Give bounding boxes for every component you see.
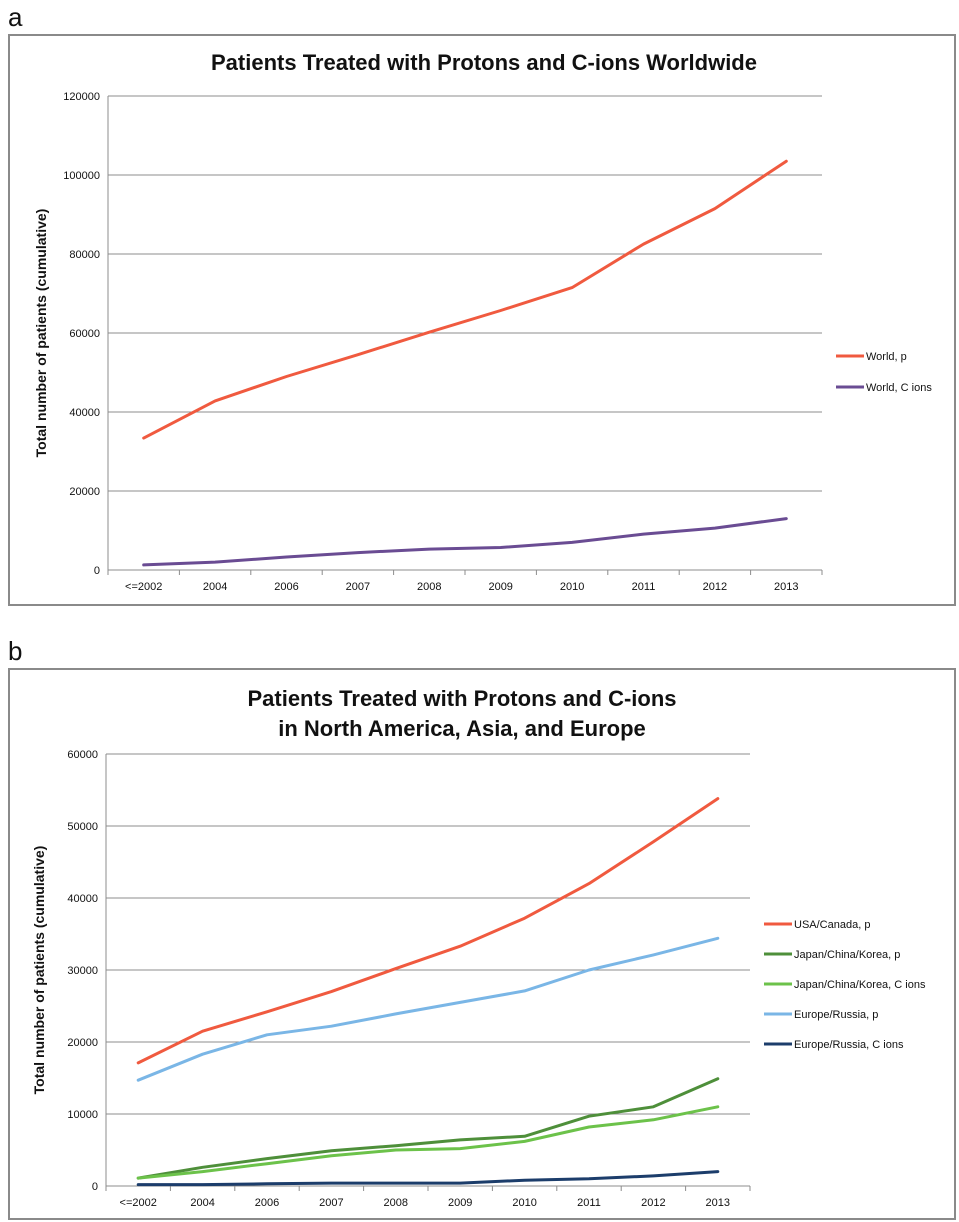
series-line-usa-canada-p bbox=[138, 799, 718, 1063]
y-tick-label: 80000 bbox=[69, 249, 100, 261]
y-tick-label: 60000 bbox=[69, 328, 100, 340]
y-tick-label: 100000 bbox=[63, 170, 100, 182]
x-tick-label: 2007 bbox=[346, 581, 370, 593]
x-tick-label: <=2002 bbox=[120, 1197, 157, 1209]
series-line-world-p bbox=[144, 161, 787, 438]
x-tick-label: 2012 bbox=[703, 581, 727, 593]
legend-label: Japan/China/Korea, C ions bbox=[794, 979, 926, 991]
legend-label: World, C ions bbox=[866, 382, 932, 394]
y-tick-label: 30000 bbox=[67, 965, 98, 977]
panel-letter-b: b bbox=[8, 636, 22, 667]
x-tick-label: 2004 bbox=[203, 581, 227, 593]
chart-title-line: Patients Treated with Protons and C-ions… bbox=[211, 50, 757, 75]
x-tick-label: 2009 bbox=[488, 581, 512, 593]
legend-label: Europe/Russia, p bbox=[794, 1009, 878, 1021]
x-tick-label: 2007 bbox=[319, 1197, 343, 1209]
panel-letter-a: a bbox=[8, 2, 22, 33]
x-tick-label: 2013 bbox=[706, 1197, 730, 1209]
y-tick-label: 20000 bbox=[69, 486, 100, 498]
chart-title-line: Patients Treated with Protons and C-ions bbox=[247, 686, 676, 711]
y-tick-label: 0 bbox=[94, 565, 100, 577]
y-tick-label: 120000 bbox=[63, 91, 100, 103]
y-tick-label: 40000 bbox=[67, 893, 98, 905]
chart-b-svg: Patients Treated with Protons and C-ions… bbox=[10, 670, 954, 1218]
y-tick-label: 60000 bbox=[67, 749, 98, 761]
y-tick-label: 50000 bbox=[67, 821, 98, 833]
x-tick-label: 2004 bbox=[190, 1197, 214, 1209]
series-line-europe-russia-p bbox=[138, 938, 718, 1080]
x-tick-label: 2008 bbox=[417, 581, 441, 593]
y-axis-label: Total number of patients (cumulative) bbox=[33, 209, 49, 458]
chart-a-svg: Patients Treated with Protons and C-ions… bbox=[10, 36, 954, 604]
chart-panel-a: Patients Treated with Protons and C-ions… bbox=[8, 34, 956, 606]
x-tick-label: 2006 bbox=[274, 581, 298, 593]
legend-label: USA/Canada, p bbox=[794, 919, 870, 931]
x-tick-label: 2009 bbox=[448, 1197, 472, 1209]
x-tick-label: 2010 bbox=[560, 581, 584, 593]
x-tick-label: 2011 bbox=[577, 1197, 601, 1209]
x-tick-label: <=2002 bbox=[125, 581, 162, 593]
y-tick-label: 0 bbox=[92, 1181, 98, 1193]
legend-label: World, p bbox=[866, 351, 907, 363]
series-line-europe-russia-c-ions bbox=[138, 1172, 718, 1185]
x-tick-label: 2011 bbox=[632, 581, 656, 593]
chart-title-line: in North America, Asia, and Europe bbox=[278, 716, 646, 741]
x-tick-label: 2013 bbox=[774, 581, 798, 593]
chart-panel-b: Patients Treated with Protons and C-ions… bbox=[8, 668, 956, 1220]
x-tick-label: 2006 bbox=[255, 1197, 279, 1209]
x-tick-label: 2008 bbox=[384, 1197, 408, 1209]
series-line-japan-china-korea-p bbox=[138, 1079, 718, 1178]
y-tick-label: 10000 bbox=[67, 1109, 98, 1121]
legend-label: Europe/Russia, C ions bbox=[794, 1039, 904, 1051]
series-line-world-c-ions bbox=[144, 519, 787, 565]
x-tick-label: 2010 bbox=[512, 1197, 536, 1209]
y-tick-label: 40000 bbox=[69, 407, 100, 419]
legend-label: Japan/China/Korea, p bbox=[794, 949, 900, 961]
x-tick-label: 2012 bbox=[641, 1197, 665, 1209]
y-axis-label: Total number of patients (cumulative) bbox=[31, 846, 47, 1095]
y-tick-label: 20000 bbox=[67, 1037, 98, 1049]
